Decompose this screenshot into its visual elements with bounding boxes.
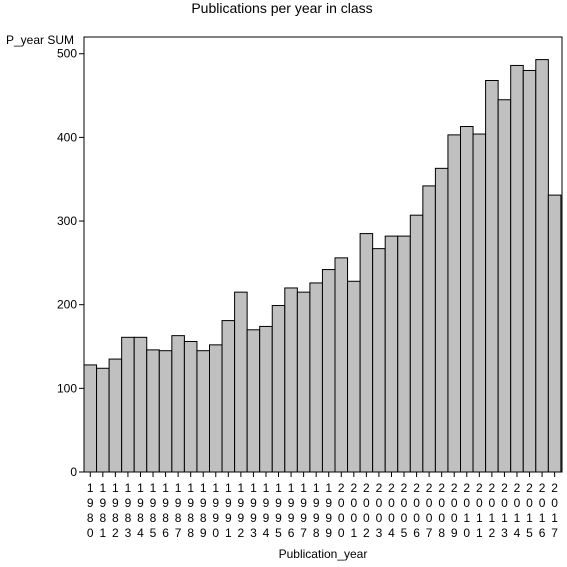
- chart-title: Publications per year in class: [191, 0, 372, 16]
- y-tick-label: 100: [57, 381, 77, 395]
- x-axis: 1 9 8 0 1 9 8 1 1 9 8 2 1 9 8 3 1 9 8 4 1 9 8 5 1 9 8 6 1 9 8 7 1 9 8 8 1 9 8 9…: [87, 472, 558, 540]
- bar-1997: [296, 291, 311, 473]
- bar-2007: [422, 185, 436, 473]
- bar-2016: [535, 59, 549, 473]
- bar-2004: [384, 235, 399, 473]
- bar-2013: [497, 99, 512, 473]
- y-tick-label: 400: [57, 130, 77, 144]
- bar-1980: [83, 364, 98, 473]
- y-tick-label: 500: [57, 47, 77, 61]
- bar-2000: [334, 257, 349, 473]
- bar-1992: [234, 291, 248, 473]
- bar-2001: [347, 280, 361, 473]
- y-axis-label: P_year SUM: [6, 33, 74, 47]
- bar-1984: [133, 336, 148, 473]
- bar-1991: [221, 320, 236, 473]
- bar-1987: [171, 335, 185, 473]
- bar-1993: [246, 329, 261, 473]
- bar-1985: [146, 349, 160, 473]
- bar-1983: [121, 336, 135, 473]
- bar-2012: [485, 80, 499, 473]
- bar-2015: [522, 69, 537, 473]
- y-tick-label: 0: [70, 465, 77, 479]
- bar-2010: [460, 126, 474, 473]
- bar-1995: [271, 305, 286, 473]
- bar-1990: [209, 344, 223, 473]
- bar-1982: [108, 358, 123, 473]
- bar-series: [83, 59, 562, 473]
- bar-2008: [434, 167, 449, 473]
- bar-2005: [397, 235, 411, 473]
- bar-2002: [359, 233, 374, 473]
- bar-1994: [259, 325, 273, 473]
- bar-1988: [183, 341, 198, 473]
- bar-2009: [447, 134, 462, 473]
- bar-2014: [510, 64, 524, 473]
- bar-1981: [96, 367, 110, 473]
- bar-2003: [372, 248, 386, 473]
- bar-2011: [472, 133, 487, 473]
- y-tick-label: 300: [57, 214, 77, 228]
- y-axis: 0 100 200 300 400 500: [57, 47, 84, 479]
- bar-1998: [309, 282, 323, 473]
- bar-1999: [321, 269, 336, 473]
- bar-2006: [409, 214, 424, 473]
- bar-2017: [547, 194, 562, 473]
- x-axis-label: Publication_year: [279, 547, 368, 561]
- bar-1996: [284, 287, 298, 473]
- bar-1986: [158, 350, 173, 473]
- y-tick-label: 200: [57, 298, 77, 312]
- bar-1989: [196, 350, 210, 473]
